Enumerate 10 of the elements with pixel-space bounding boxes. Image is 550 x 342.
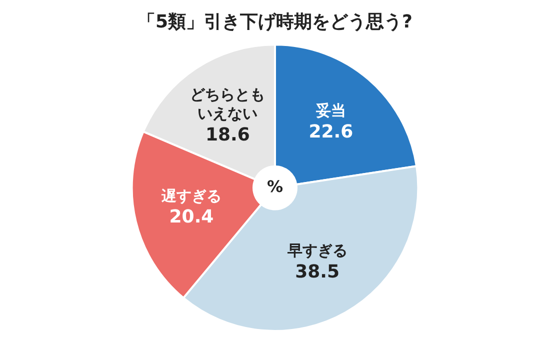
text: % (266, 176, 284, 196)
slice-label: 遅すぎる (160, 186, 222, 205)
slice-label: 早すぎる (286, 241, 348, 260)
data-label: 38.5 (295, 261, 340, 282)
slice-label: どちらともいえない (190, 86, 266, 122)
data-label: 22.6 (308, 121, 354, 142)
slice-label: 妥当 (314, 101, 346, 120)
chart-title: 「5類」引き下げ時期をどう思う? (138, 11, 412, 32)
data-label: 18.6 (205, 124, 250, 146)
data-label: 20.4 (169, 206, 214, 228)
